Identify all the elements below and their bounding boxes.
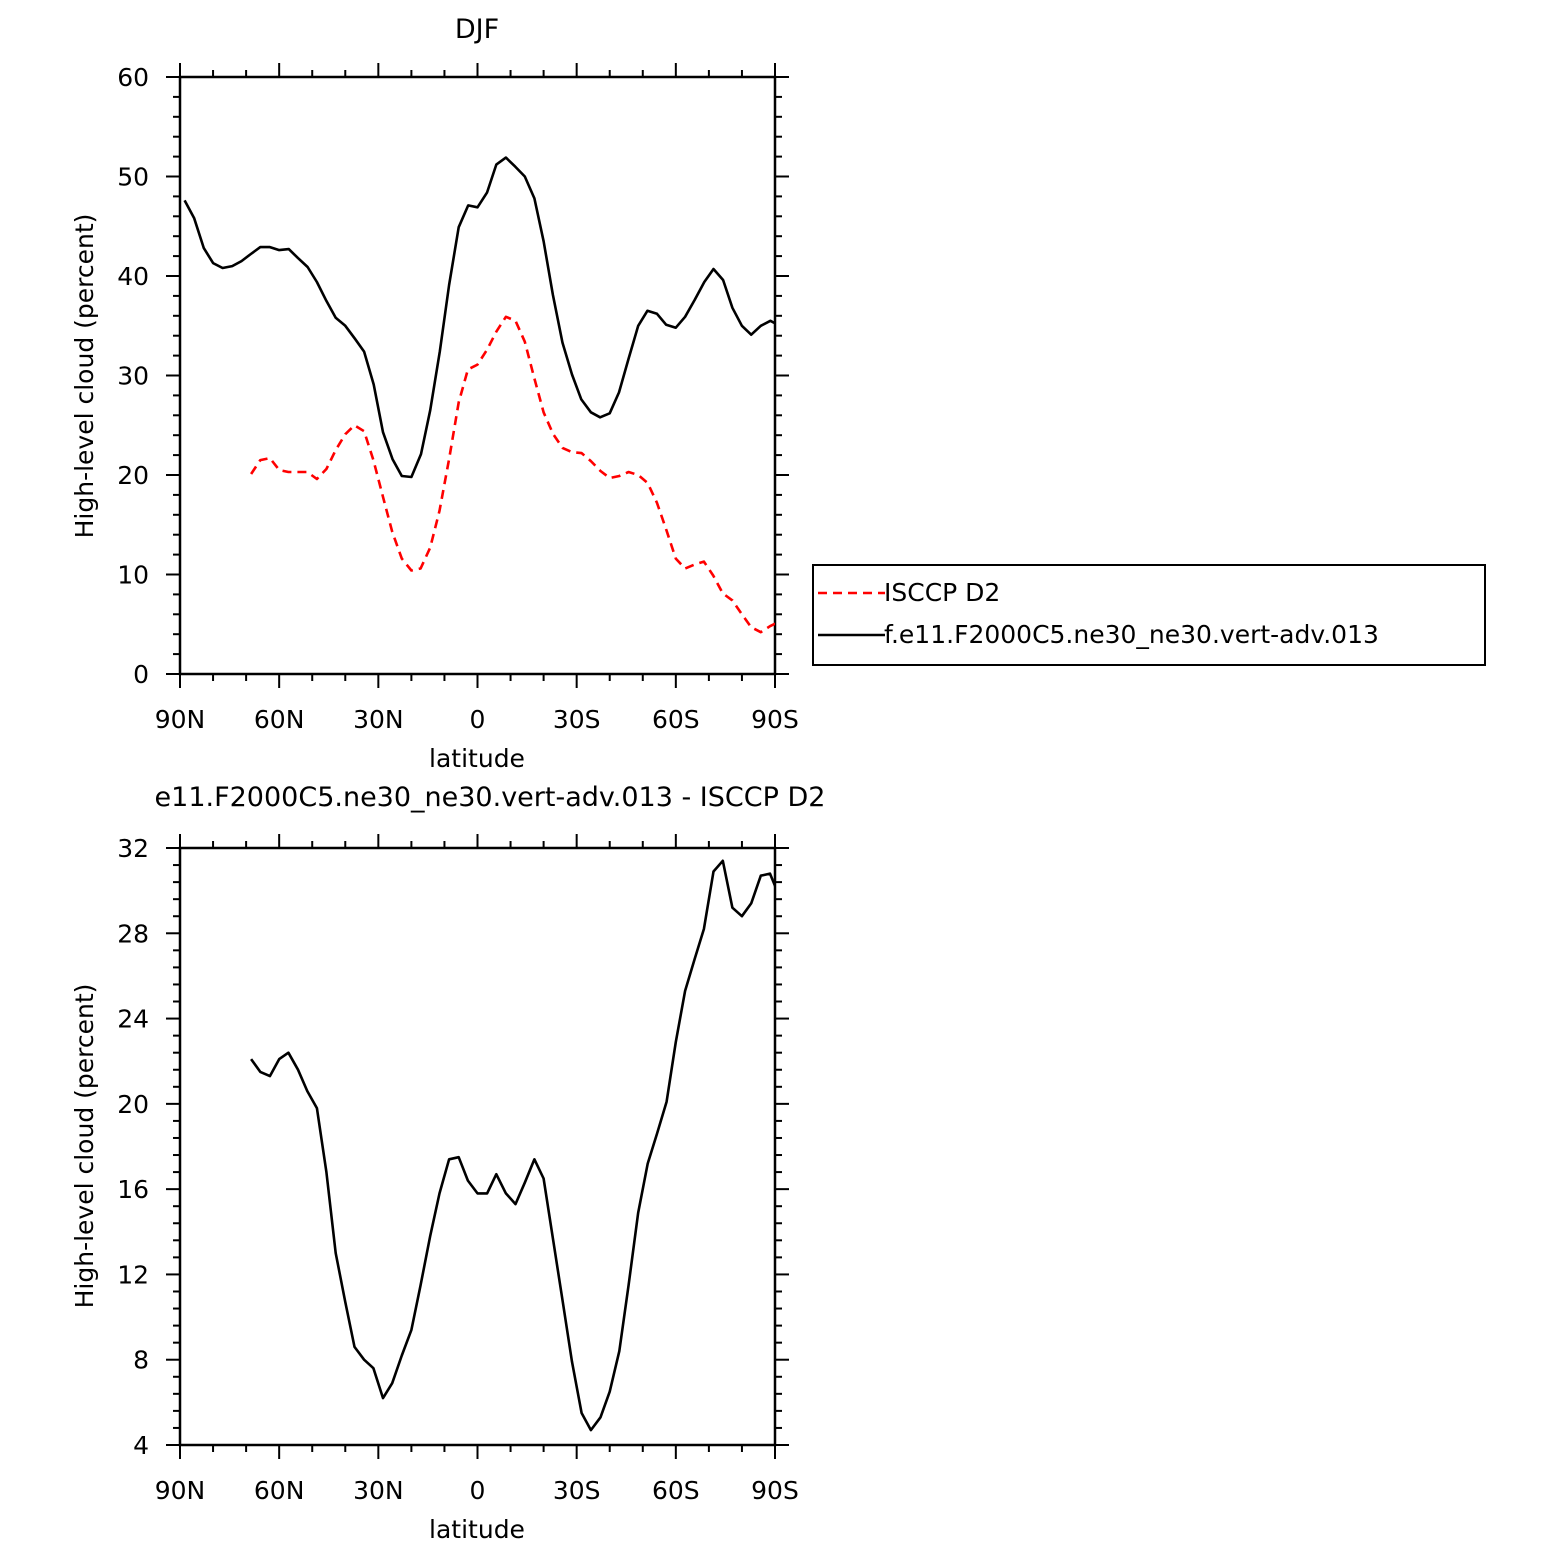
bottom-plot-y-tick-label: 12 bbox=[117, 1260, 149, 1289]
bottom-plot-y-tick-label: 4 bbox=[133, 1431, 149, 1460]
top-plot-y-tick-label: 50 bbox=[117, 163, 149, 192]
bottom-plot-x-tick-label: 30N bbox=[353, 1476, 404, 1505]
top-plot-x-tick-label: 90N bbox=[155, 705, 206, 734]
bottom-plot-title: e11.F2000C5.ne30_ne30.vert-adv.013 - ISC… bbox=[155, 782, 826, 813]
bottom-plot-y-axis-label: High-level cloud (percent) bbox=[70, 984, 99, 1309]
top-plot-frame bbox=[178, 75, 777, 676]
bottom-plot-x-tick-label: 60N bbox=[254, 1476, 305, 1505]
top-plot-series-model bbox=[183, 156, 775, 479]
top-plot-x-tick-label: 30N bbox=[353, 705, 404, 734]
bottom-plot-x-tick-label: 60S bbox=[652, 1476, 700, 1505]
legend-label-isccp-d2: ISCCP D2 bbox=[884, 578, 1000, 607]
top-plot-panel: DJF High-level cloud (percent) latitude … bbox=[70, 14, 799, 773]
bottom-plot-y-tick-label: 20 bbox=[117, 1090, 149, 1119]
bottom-plot-y-tick-label: 28 bbox=[117, 919, 149, 948]
top-plot-series-isccp-d2 bbox=[250, 315, 775, 634]
legend-box bbox=[812, 564, 1486, 666]
bottom-plot-y-tick-label: 8 bbox=[133, 1346, 149, 1375]
bottom-plot-x-tick-label: 0 bbox=[470, 1476, 486, 1505]
top-plot-y-tick-label: 10 bbox=[117, 561, 149, 590]
top-plot-y-tick-label: 20 bbox=[117, 461, 149, 490]
bottom-plot-x-tick-label: 90S bbox=[751, 1476, 799, 1505]
bottom-plot-x-tick-label: 90N bbox=[155, 1476, 206, 1505]
legend: ISCCP D2 f.e11.F2000C5.ne30_ne30.vert-ad… bbox=[812, 564, 1486, 666]
top-plot-x-axis-label: latitude bbox=[429, 744, 525, 773]
top-plot-y-tick-label: 60 bbox=[117, 63, 149, 92]
bottom-plot-x-tick-label: 30S bbox=[553, 1476, 601, 1505]
legend-label-model: f.e11.F2000C5.ne30_ne30.vert-adv.013 bbox=[884, 620, 1379, 649]
top-plot-y-tick-label: 30 bbox=[117, 362, 149, 391]
bottom-plot-x-axis-label: latitude bbox=[429, 1515, 525, 1544]
bottom-plot-y-tick-label: 24 bbox=[117, 1005, 149, 1034]
top-plot-x-tick-label: 0 bbox=[470, 705, 486, 734]
top-plot-y-axis-label: High-level cloud (percent) bbox=[70, 214, 99, 539]
bottom-plot-y-tick-label: 16 bbox=[117, 1175, 149, 1204]
top-plot-x-tick-label: 90S bbox=[751, 705, 799, 734]
bottom-plot-series-difference bbox=[250, 859, 775, 1432]
top-plot-x-tick-label: 60S bbox=[652, 705, 700, 734]
top-plot-title: DJF bbox=[455, 14, 499, 45]
top-plot-x-tick-label: 60N bbox=[254, 705, 305, 734]
top-plot-y-tick-label: 40 bbox=[117, 262, 149, 291]
bottom-plot-panel: e11.F2000C5.ne30_ne30.vert-adv.013 - ISC… bbox=[70, 782, 825, 1544]
top-plot-y-tick-label: 0 bbox=[133, 660, 149, 689]
bottom-plot-frame bbox=[178, 846, 777, 1447]
top-plot-x-tick-label: 30S bbox=[553, 705, 601, 734]
bottom-plot-y-tick-label: 32 bbox=[117, 834, 149, 863]
